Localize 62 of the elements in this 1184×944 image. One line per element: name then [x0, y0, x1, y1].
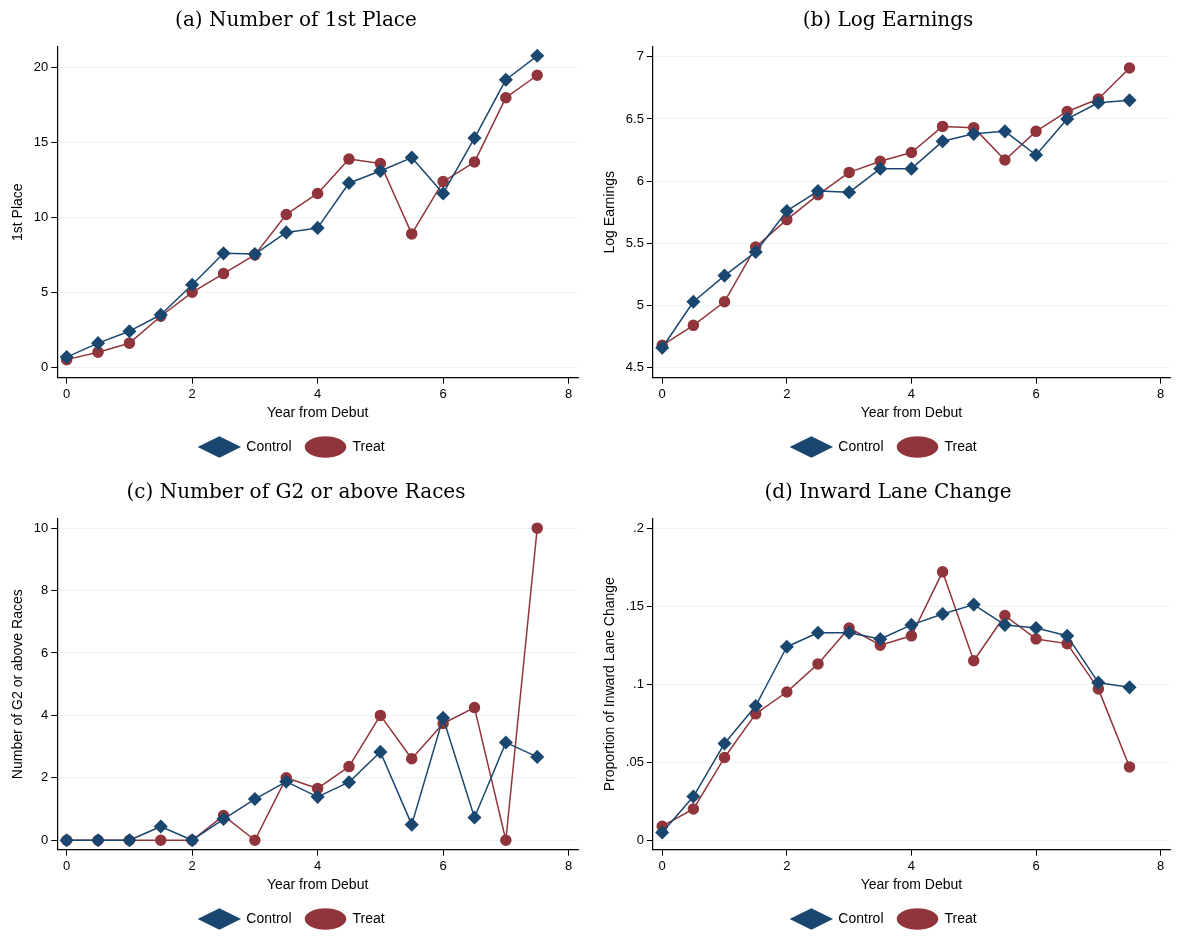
- y-tick-label: 0: [41, 358, 49, 374]
- y-tick-label: 5.5: [625, 234, 644, 250]
- legend-label: Treat: [352, 909, 385, 926]
- y-axis-title: Number of G2 or above Races: [9, 589, 26, 780]
- x-tick-label: 8: [1157, 857, 1165, 873]
- x-tick-label: 0: [63, 385, 71, 401]
- x-tick-label: 0: [658, 857, 666, 873]
- y-tick-label: 6.5: [625, 110, 644, 126]
- y-tick-label: 0: [636, 831, 644, 847]
- y-tick-label: 5: [41, 283, 49, 299]
- legend-label: Treat: [944, 909, 977, 926]
- y-tick-label: 8: [41, 582, 49, 598]
- x-tick-label: 2: [188, 385, 196, 401]
- x-tick-label: 8: [564, 857, 573, 873]
- x-tick-label: 6: [1032, 857, 1040, 873]
- x-tick-label: 4: [907, 857, 916, 873]
- legend-label: Treat: [352, 437, 385, 454]
- x-tick-label: 6: [439, 385, 447, 401]
- y-tick-label: 10: [33, 519, 49, 535]
- x-axis-title: Year from Debut: [266, 876, 369, 893]
- x-axis-title: Year from Debut: [860, 404, 963, 421]
- y-tick-label: 6: [636, 172, 644, 188]
- y-tick-label: 7: [636, 48, 644, 64]
- x-axis-title: Year from Debut: [266, 404, 369, 421]
- x-tick-label: 2: [783, 857, 791, 873]
- x-tick-label: 4: [907, 385, 916, 401]
- legend-label: Control: [246, 909, 292, 926]
- x-axis-title: Year from Debut: [860, 876, 963, 893]
- y-tick-label: 15: [33, 134, 49, 150]
- x-tick-label: 6: [1032, 385, 1040, 401]
- x-tick-label: 0: [63, 857, 71, 873]
- chart-title: (c) Number of G2 or above Races: [125, 478, 467, 505]
- y-tick-label: .15: [625, 597, 644, 613]
- x-tick-label: 8: [564, 385, 573, 401]
- y-tick-label: 2: [41, 769, 49, 785]
- y-tick-label: .1: [633, 675, 644, 691]
- x-tick-label: 2: [783, 385, 791, 401]
- legend-label: Control: [838, 437, 884, 454]
- chart-title: (a) Number of 1st Place: [174, 6, 418, 33]
- y-tick-label: .05: [625, 753, 644, 769]
- x-tick-label: 2: [188, 857, 196, 873]
- y-tick-label: 4.5: [625, 359, 644, 375]
- y-axis-title: 1st Place: [9, 183, 26, 241]
- legend-label: Treat: [944, 437, 977, 454]
- y-axis-title: Log Earnings: [601, 170, 618, 254]
- y-tick-label: 6: [41, 644, 49, 660]
- x-tick-label: 6: [439, 857, 447, 873]
- y-tick-label: 5: [636, 297, 644, 313]
- x-tick-label: 8: [1157, 385, 1165, 401]
- x-tick-label: 4: [314, 857, 322, 873]
- y-axis-title: Proportion of Inward Lane Change: [601, 576, 618, 792]
- y-tick-label: 0: [41, 831, 49, 847]
- y-tick-label: 4: [41, 706, 49, 722]
- legend-label: Control: [838, 909, 884, 926]
- y-tick-label: 10: [33, 209, 49, 225]
- legend-label: Control: [246, 437, 292, 454]
- chart-title: (b) Log Earnings: [801, 6, 975, 33]
- y-tick-label: 20: [33, 59, 49, 75]
- y-tick-label: .2: [633, 519, 644, 535]
- x-tick-label: 4: [314, 385, 322, 401]
- x-tick-label: 0: [658, 385, 666, 401]
- chart-title: (d) Inward Lane Change: [763, 478, 1013, 505]
